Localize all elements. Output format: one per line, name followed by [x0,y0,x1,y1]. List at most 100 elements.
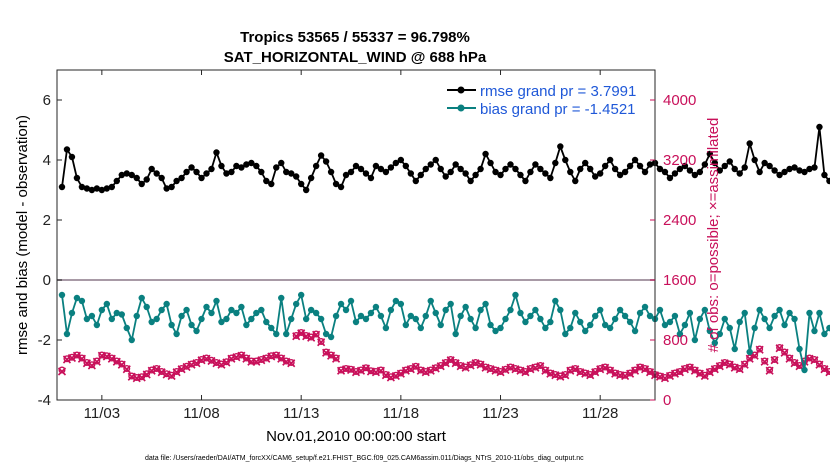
rmse-point [243,161,250,168]
legend-rmse-label: rmse grand pr = 3.7991 [480,83,636,100]
rmse-point [268,180,275,188]
rmse-point [646,161,654,168]
rmse-point [58,183,66,191]
rmse-point [447,168,454,176]
bias-point [472,324,479,332]
legend-bias-label: bias grand pr = -1.4521 [480,101,636,118]
bias-point [816,309,823,317]
bias-point [562,330,569,338]
rmse-point [183,168,190,176]
bias-point [68,309,76,317]
bias-point [447,300,454,308]
bias-point [826,324,830,332]
legend-bias-marker [457,104,465,112]
rmse-point [527,168,534,176]
rmse-point [123,170,130,177]
bias-point [517,309,524,317]
rmse-point [482,150,489,158]
bias-point [288,315,295,323]
rmse-point [412,177,419,185]
rmse-point [362,170,370,177]
bias-point [387,306,395,314]
bias-point [73,294,81,302]
possible-obs-point [332,354,340,362]
rmse-point [532,161,539,168]
bias-point [392,297,400,305]
rmse-point [781,168,788,176]
possible-obs-point [591,368,599,376]
possible-obs-point [676,368,684,376]
rmse-point [492,168,499,176]
rmse-point [133,174,140,182]
bias-point [522,318,529,326]
rmse-point [68,153,76,161]
bias-point [218,318,225,326]
bias-point [641,303,649,311]
rmse-point [582,159,589,167]
bias-point [437,321,444,329]
bias-point [352,318,360,326]
rmse-point [487,159,494,167]
possible-obs-point [815,360,823,368]
bias-point [646,312,654,320]
bias-point [143,303,150,311]
bias-point [587,321,594,329]
series-rmse [58,123,830,194]
possible-obs-point [297,329,305,337]
bias-point [253,309,260,317]
rmse-point [721,162,728,170]
possible-obs-point [746,354,754,362]
bias-point [666,318,674,326]
y-tick-label: -4 [38,392,51,409]
rmse-point [766,162,773,170]
rmse-point [347,168,355,176]
rmse-point [392,159,400,167]
legend-rmse-marker [457,86,465,94]
rmse-point [731,165,738,173]
rmse-point [621,168,629,176]
rmse-point [98,186,106,194]
series-bias [58,291,830,374]
bias-point [696,315,704,323]
bias-point [367,309,375,317]
possible-obs-point [701,371,709,379]
bias-point [596,306,604,314]
possible-obs-point [541,366,549,374]
bias-point [751,324,758,332]
bias-point [58,291,66,299]
possible-obs-point [307,333,315,341]
bias-point [636,309,644,317]
rmse-point [726,158,733,165]
rmse-point [626,162,634,170]
possible-obs-point [168,371,176,379]
rmse-point [337,183,345,191]
rmse-point [497,171,504,179]
bias-point [457,312,464,320]
bias-point [442,306,449,314]
rmse-point [547,174,554,182]
possible-obs-point [327,351,335,359]
rmse-point [118,171,125,179]
rmse-point [786,165,793,173]
possible-obs-point [751,351,759,359]
plot-frame [56,69,656,401]
rmse-point [796,167,803,174]
bias-point [572,309,579,317]
rmse-point [203,170,210,177]
bias-point [427,297,434,305]
rmse-point [382,168,390,176]
rmse-point [691,171,699,179]
rmse-point [228,168,235,176]
bias-point [63,330,71,338]
rmse-point [253,162,260,170]
rmse-point [666,174,674,182]
rmse-point [208,165,215,173]
rmse-point [138,180,145,188]
possible-obs-point [536,362,544,370]
bias-point [223,315,230,323]
possible-obs-point [287,359,295,367]
bias-point [736,318,743,326]
rmse-point [751,156,758,164]
rmse-point [293,173,300,180]
possible-obs-point [771,356,779,364]
